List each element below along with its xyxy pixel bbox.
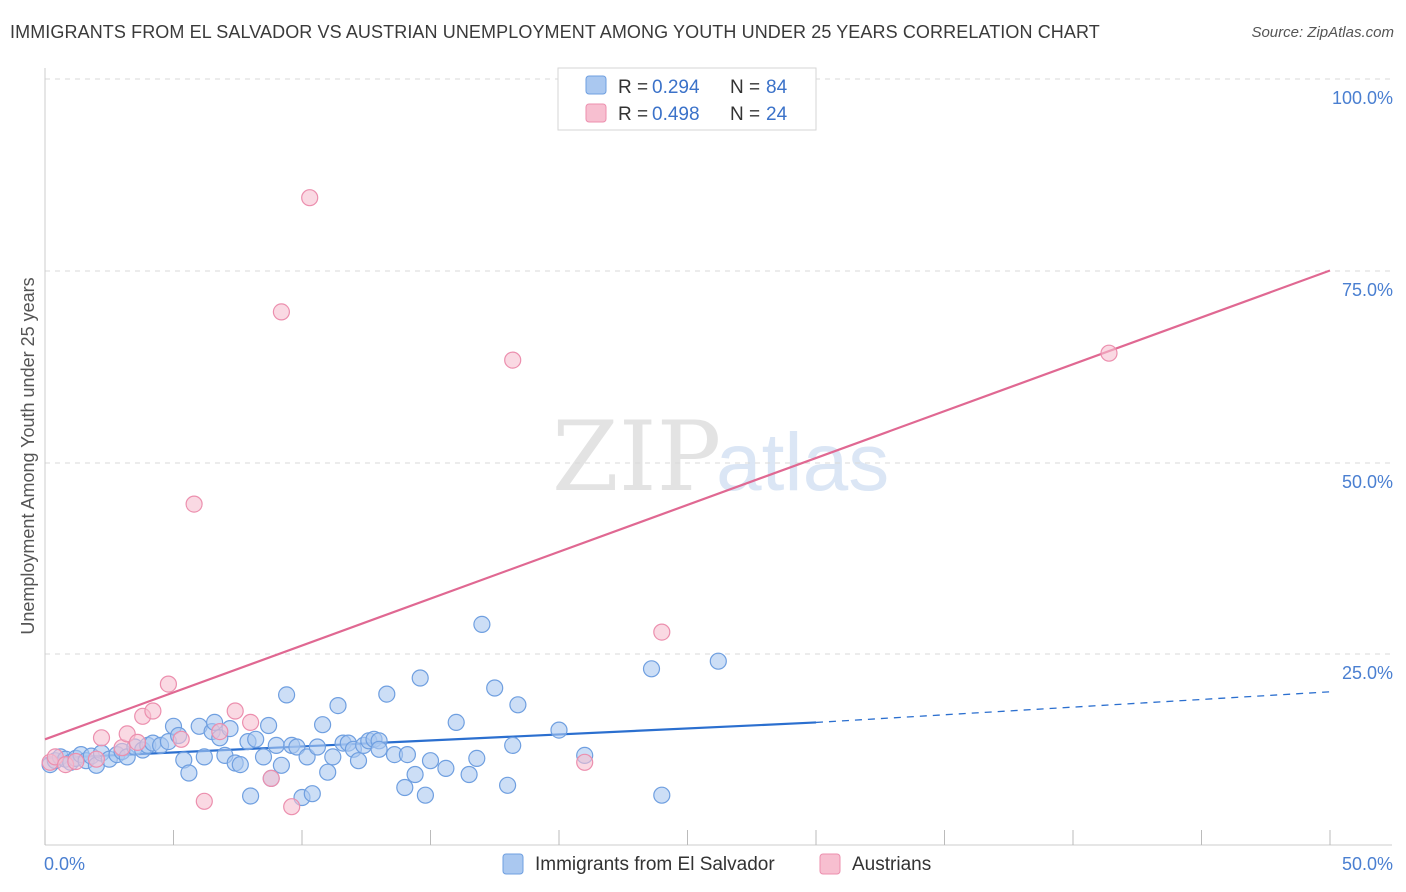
chart-title: IMMIGRANTS FROM EL SALVADOR VS AUSTRIAN …	[10, 22, 1100, 42]
bottom-legend-swatch-pink	[819, 853, 841, 875]
data-point-blue	[709, 652, 727, 670]
data-point-blue	[308, 738, 326, 756]
data-point-pink	[172, 730, 190, 748]
data-point-pink	[195, 792, 213, 810]
bottom-legend: Immigrants from El Salvador Austrians	[502, 853, 931, 875]
data-point-blue	[195, 748, 213, 766]
data-point-blue	[278, 686, 296, 704]
data-point-blue	[447, 713, 465, 732]
data-point-blue	[499, 776, 517, 794]
data-point-pink	[262, 769, 280, 788]
legend-swatch-blue	[585, 75, 607, 95]
trend-line-blue	[44, 721, 817, 760]
data-point-pink	[211, 722, 229, 741]
data-point-blue	[473, 615, 491, 634]
data-point-pink	[242, 713, 260, 732]
data-point-blue	[421, 752, 440, 770]
data-point-blue	[468, 749, 486, 768]
data-point-pink	[504, 351, 522, 369]
data-point-pink	[67, 752, 85, 771]
data-point-pink	[301, 189, 319, 207]
axes	[44, 68, 1392, 846]
data-point-blue	[550, 721, 568, 739]
data-point-pink	[226, 702, 244, 720]
legend-r-value-pink: 0.498	[652, 104, 700, 125]
data-point-blue	[254, 748, 273, 766]
data-point-pink	[87, 750, 106, 768]
legend-r-value-blue: 0.294	[652, 77, 700, 98]
data-point-blue	[504, 736, 522, 755]
legend: R = 0.294 N = 84 R = 0.498 N = 24	[557, 67, 817, 131]
legend-r-label-blue: R =	[618, 77, 648, 98]
y-tick-label: 75.0%	[1342, 280, 1393, 300]
data-point-blue	[231, 755, 249, 774]
tick-labels: 100.0% 75.0% 50.0% 25.0% 0.0% 50.0%	[44, 88, 1393, 874]
data-point-blue	[180, 764, 198, 782]
data-point-blue	[406, 765, 424, 784]
legend-n-label-pink: N =	[730, 104, 760, 125]
y-axis-label: Unemployment Among Youth under 25 years	[18, 277, 38, 634]
data-point-blue	[319, 763, 337, 781]
y-tick-label: 50.0%	[1342, 472, 1393, 492]
data-point-pink	[128, 733, 147, 752]
data-point-blue	[329, 696, 347, 715]
data-point-blue	[260, 716, 278, 735]
legend-r-label-pink: R =	[618, 104, 648, 125]
data-point-blue	[314, 716, 332, 734]
data-point-blue	[460, 765, 478, 784]
data-point-blue	[396, 778, 414, 797]
legend-n-label-blue: N =	[730, 77, 760, 98]
data-points	[41, 189, 1118, 816]
legend-n-value-blue: 84	[766, 77, 788, 98]
trend-lines	[44, 269, 1331, 760]
bottom-legend-swatch-blue	[502, 853, 524, 875]
y-tick-label: 25.0%	[1342, 663, 1393, 683]
data-point-blue	[486, 679, 504, 697]
trend-line-pink	[44, 269, 1331, 741]
data-point-pink	[1100, 344, 1118, 362]
legend-swatch-pink	[585, 103, 607, 123]
data-point-blue	[303, 785, 321, 803]
data-point-pink	[576, 753, 594, 771]
y-tick-label: 100.0%	[1332, 88, 1393, 108]
data-point-blue	[298, 748, 316, 766]
data-point-pink	[159, 675, 177, 693]
data-point-pink	[653, 623, 671, 641]
x-tick-label-max: 50.0%	[1342, 854, 1393, 874]
data-point-blue	[349, 752, 368, 770]
data-point-pink	[144, 702, 162, 720]
data-point-pink	[272, 303, 290, 321]
data-point-pink	[92, 729, 111, 747]
bottom-legend-label-blue: Immigrants from El Salvador	[535, 854, 775, 875]
watermark-zip: ZIP	[552, 401, 721, 513]
x-tick-label-min: 0.0%	[44, 854, 85, 874]
bottom-legend-label-pink: Austrians	[852, 854, 931, 875]
data-point-blue	[247, 730, 265, 748]
source-credit: Source: ZipAtlas.com	[1251, 24, 1394, 41]
data-point-blue	[642, 660, 661, 678]
data-point-blue	[437, 759, 455, 778]
trend-line-extension-blue	[815, 691, 1331, 724]
data-point-blue	[411, 669, 429, 687]
data-point-blue	[398, 745, 416, 764]
data-point-blue	[324, 748, 342, 766]
data-point-blue	[370, 740, 388, 758]
data-point-blue	[242, 787, 260, 805]
data-point-pink	[185, 495, 203, 513]
data-point-blue	[272, 756, 290, 774]
data-point-pink	[283, 798, 301, 816]
data-point-blue	[378, 685, 396, 703]
data-point-blue	[416, 786, 434, 804]
gridlines	[45, 78, 1392, 655]
data-point-blue	[653, 786, 671, 804]
data-point-blue	[509, 696, 527, 714]
legend-n-value-pink: 24	[766, 104, 788, 125]
data-point-blue	[267, 736, 285, 755]
